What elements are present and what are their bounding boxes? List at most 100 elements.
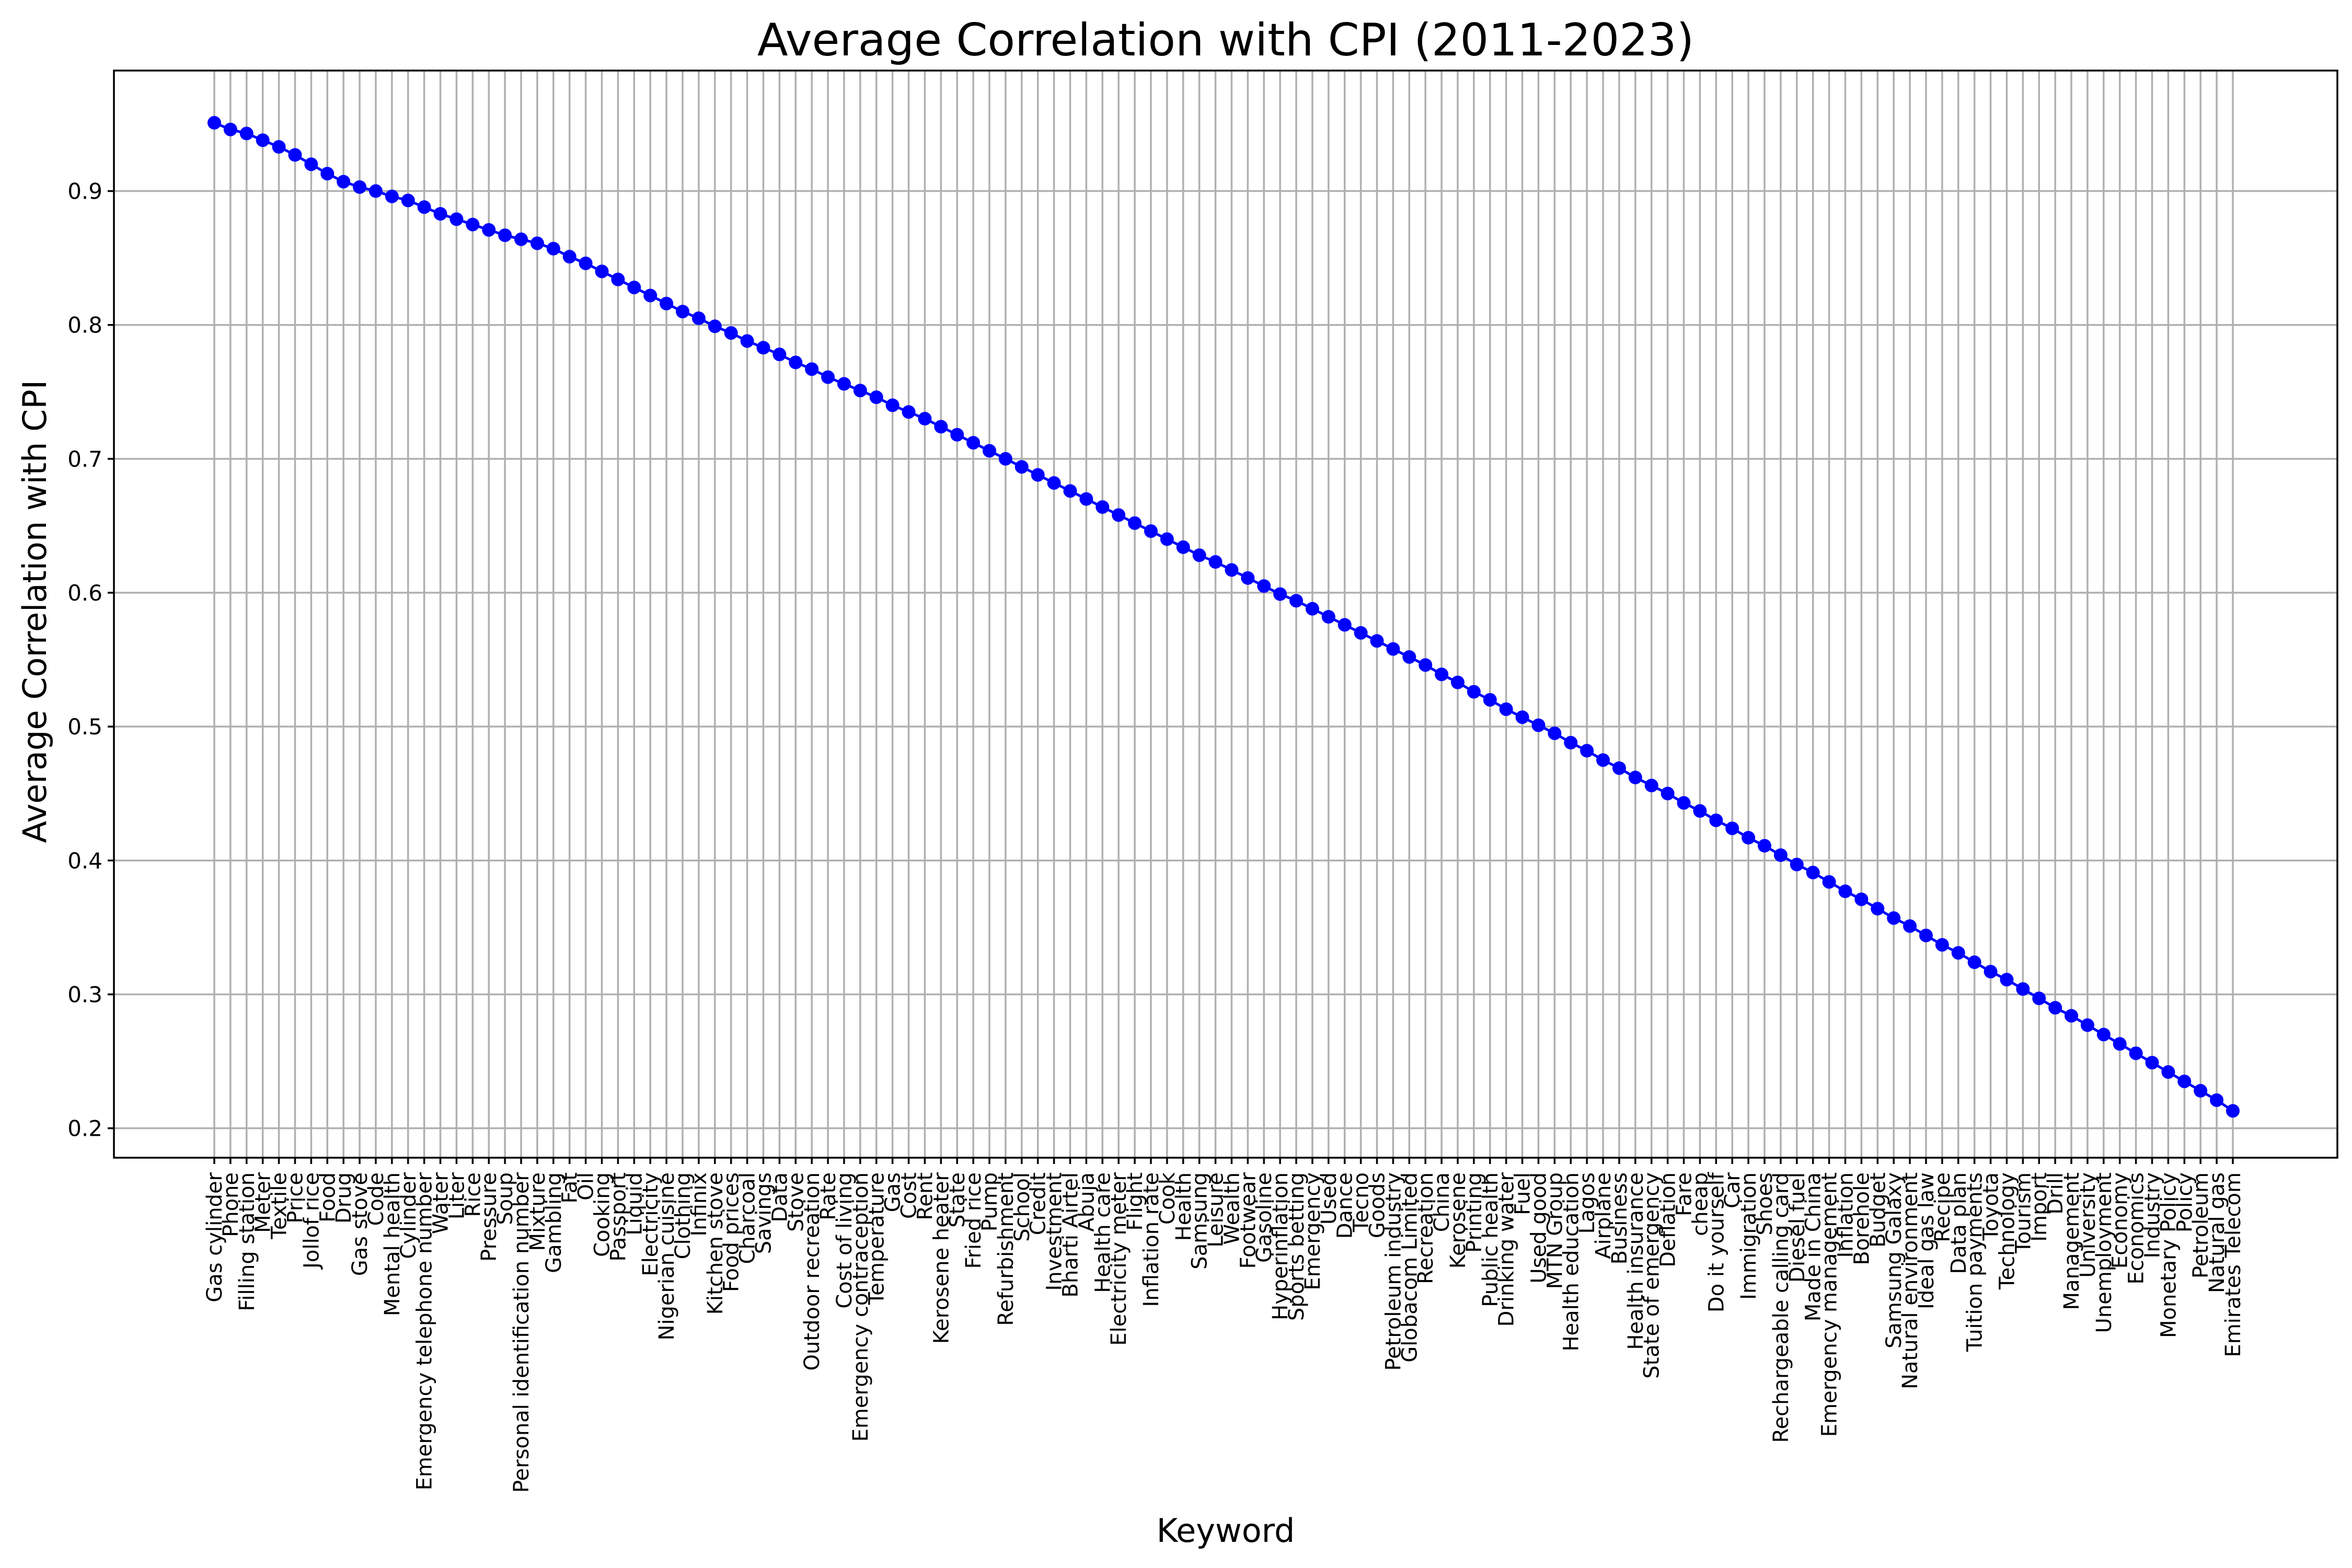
data-point	[1919, 928, 1933, 942]
data-point	[1838, 884, 1852, 898]
x-tick-label: Health care	[1091, 1172, 1115, 1293]
x-tick-label: Borehole	[1850, 1172, 1874, 1265]
x-tick-label: Globacom Limited	[1398, 1172, 1422, 1363]
x-tick-label: Unemployment	[2092, 1172, 2116, 1333]
x-tick-label: Water	[429, 1172, 453, 1234]
data-point	[1079, 492, 1093, 506]
x-tick-label: Abuja	[1075, 1172, 1099, 1232]
x-tick-label: Sports betting	[1285, 1172, 1309, 1321]
x-tick-label: Investment	[1043, 1172, 1067, 1291]
data-point	[1951, 946, 1965, 960]
x-tick-label: Fried rice	[962, 1172, 986, 1269]
x-tick-label: Import	[2027, 1172, 2051, 1242]
x-tick-label: Gasoline	[1252, 1172, 1276, 1263]
x-tick-label: Outdoor recreation	[800, 1172, 824, 1371]
data-point	[789, 355, 803, 370]
x-tick-label: Fare	[1673, 1172, 1697, 1216]
x-tick-label: Kerosene heater	[929, 1172, 953, 1344]
x-tick-label: Code	[364, 1172, 388, 1226]
x-tick-label: Monetary Policy	[2157, 1172, 2181, 1338]
x-tick-label: Pressure	[477, 1172, 501, 1262]
x-tick-label: Immigration	[1737, 1172, 1761, 1300]
x-tick-label: Drinking water	[1495, 1172, 1519, 1327]
x-tick-label: Petroleum industry	[1381, 1172, 1405, 1371]
x-tick-label: Liquid	[622, 1172, 647, 1236]
data-point	[2032, 991, 2046, 1006]
data-point	[579, 256, 593, 270]
data-point	[773, 348, 787, 362]
x-tick-label: Oil	[574, 1172, 598, 1201]
x-tick-label: Health education	[1559, 1172, 1583, 1352]
data-point	[562, 250, 577, 264]
data-point	[853, 384, 867, 398]
y-tick-label: 0.8	[67, 313, 102, 338]
data-point	[2000, 973, 2014, 987]
x-tick-label: Airplane	[1592, 1172, 1616, 1259]
data-point	[2113, 1037, 2127, 1051]
data-point	[288, 148, 302, 162]
x-tick-label: Data plan	[1947, 1172, 1971, 1274]
data-point	[918, 412, 932, 426]
x-axis-title: Keyword	[1157, 1512, 1295, 1550]
x-tick-label: Emergency	[1301, 1172, 1325, 1290]
data-point	[1612, 761, 1626, 775]
series	[207, 116, 2240, 1118]
x-tick-label: University	[2076, 1172, 2100, 1278]
data-point	[2096, 1028, 2111, 1042]
data-point	[1144, 524, 1158, 538]
y-tick-label: 0.5	[67, 714, 102, 740]
x-tick-label: Temperature	[865, 1172, 889, 1305]
data-point	[1887, 911, 1901, 925]
data-point	[2161, 1065, 2175, 1079]
x-tick-label: Savings	[752, 1172, 776, 1254]
x-tick-label: Electricity meter	[1107, 1172, 1131, 1345]
x-tick-label: Mixture	[526, 1172, 550, 1251]
x-tick-label: Soup	[493, 1172, 517, 1225]
x-tick-label: Dance	[1333, 1172, 1357, 1239]
x-tick-label: Made in China	[1802, 1172, 1826, 1321]
data-point	[1176, 540, 1190, 554]
x-tick-label: Technology	[1995, 1172, 2019, 1290]
x-tick-label: Mental health	[381, 1172, 405, 1316]
y-axis-title: Average Correlation with CPI	[16, 380, 54, 843]
x-tick-label: Diesel fuel	[1785, 1172, 1809, 1283]
data-point	[1192, 548, 1206, 562]
x-tick-label: Personal identification number	[510, 1172, 534, 1493]
x-tick-label: Economy	[2108, 1172, 2132, 1269]
x-tick-label: Natural gas	[2205, 1172, 2229, 1293]
x-tick-label: Health	[1172, 1172, 1196, 1241]
data-point	[2048, 1001, 2062, 1015]
data-point	[1596, 753, 1610, 767]
x-tick-label: Rent	[913, 1172, 937, 1220]
y-tick-label: 0.4	[67, 848, 102, 873]
data-point	[1790, 858, 1804, 872]
x-tick-label: Refurbishment	[994, 1172, 1018, 1326]
data-point	[1273, 587, 1287, 601]
data-point	[272, 140, 286, 154]
plot-area-frame	[113, 70, 2338, 1159]
x-tick-label: Used good	[1527, 1172, 1551, 1284]
data-point	[1386, 642, 1400, 656]
data-point	[821, 370, 835, 384]
data-point	[1854, 892, 1869, 906]
data-point	[1402, 650, 1416, 664]
data-point	[724, 326, 738, 340]
x-tick-label: Food	[316, 1172, 340, 1223]
data-point	[1677, 796, 1691, 810]
data-point	[660, 296, 674, 310]
y-tick-label: 0.2	[67, 1116, 102, 1142]
x-tick-label: Toyota	[1979, 1172, 2003, 1241]
data-point	[1257, 579, 1271, 593]
x-tick-label: Cost of living	[833, 1172, 857, 1309]
x-tick-label: Hyperinflation	[1269, 1172, 1293, 1320]
x-tick-label: Emergency management	[1818, 1172, 1842, 1437]
x-tick-label: Drug	[332, 1172, 356, 1224]
data-point	[2177, 1074, 2192, 1088]
data-point	[1967, 955, 1981, 970]
x-tick-label: Recipe	[1931, 1172, 1955, 1242]
data-point	[1031, 468, 1045, 482]
x-tick-label: Management	[2060, 1172, 2084, 1310]
x-tick-label: Meter	[251, 1172, 275, 1232]
data-point	[1483, 693, 1497, 707]
